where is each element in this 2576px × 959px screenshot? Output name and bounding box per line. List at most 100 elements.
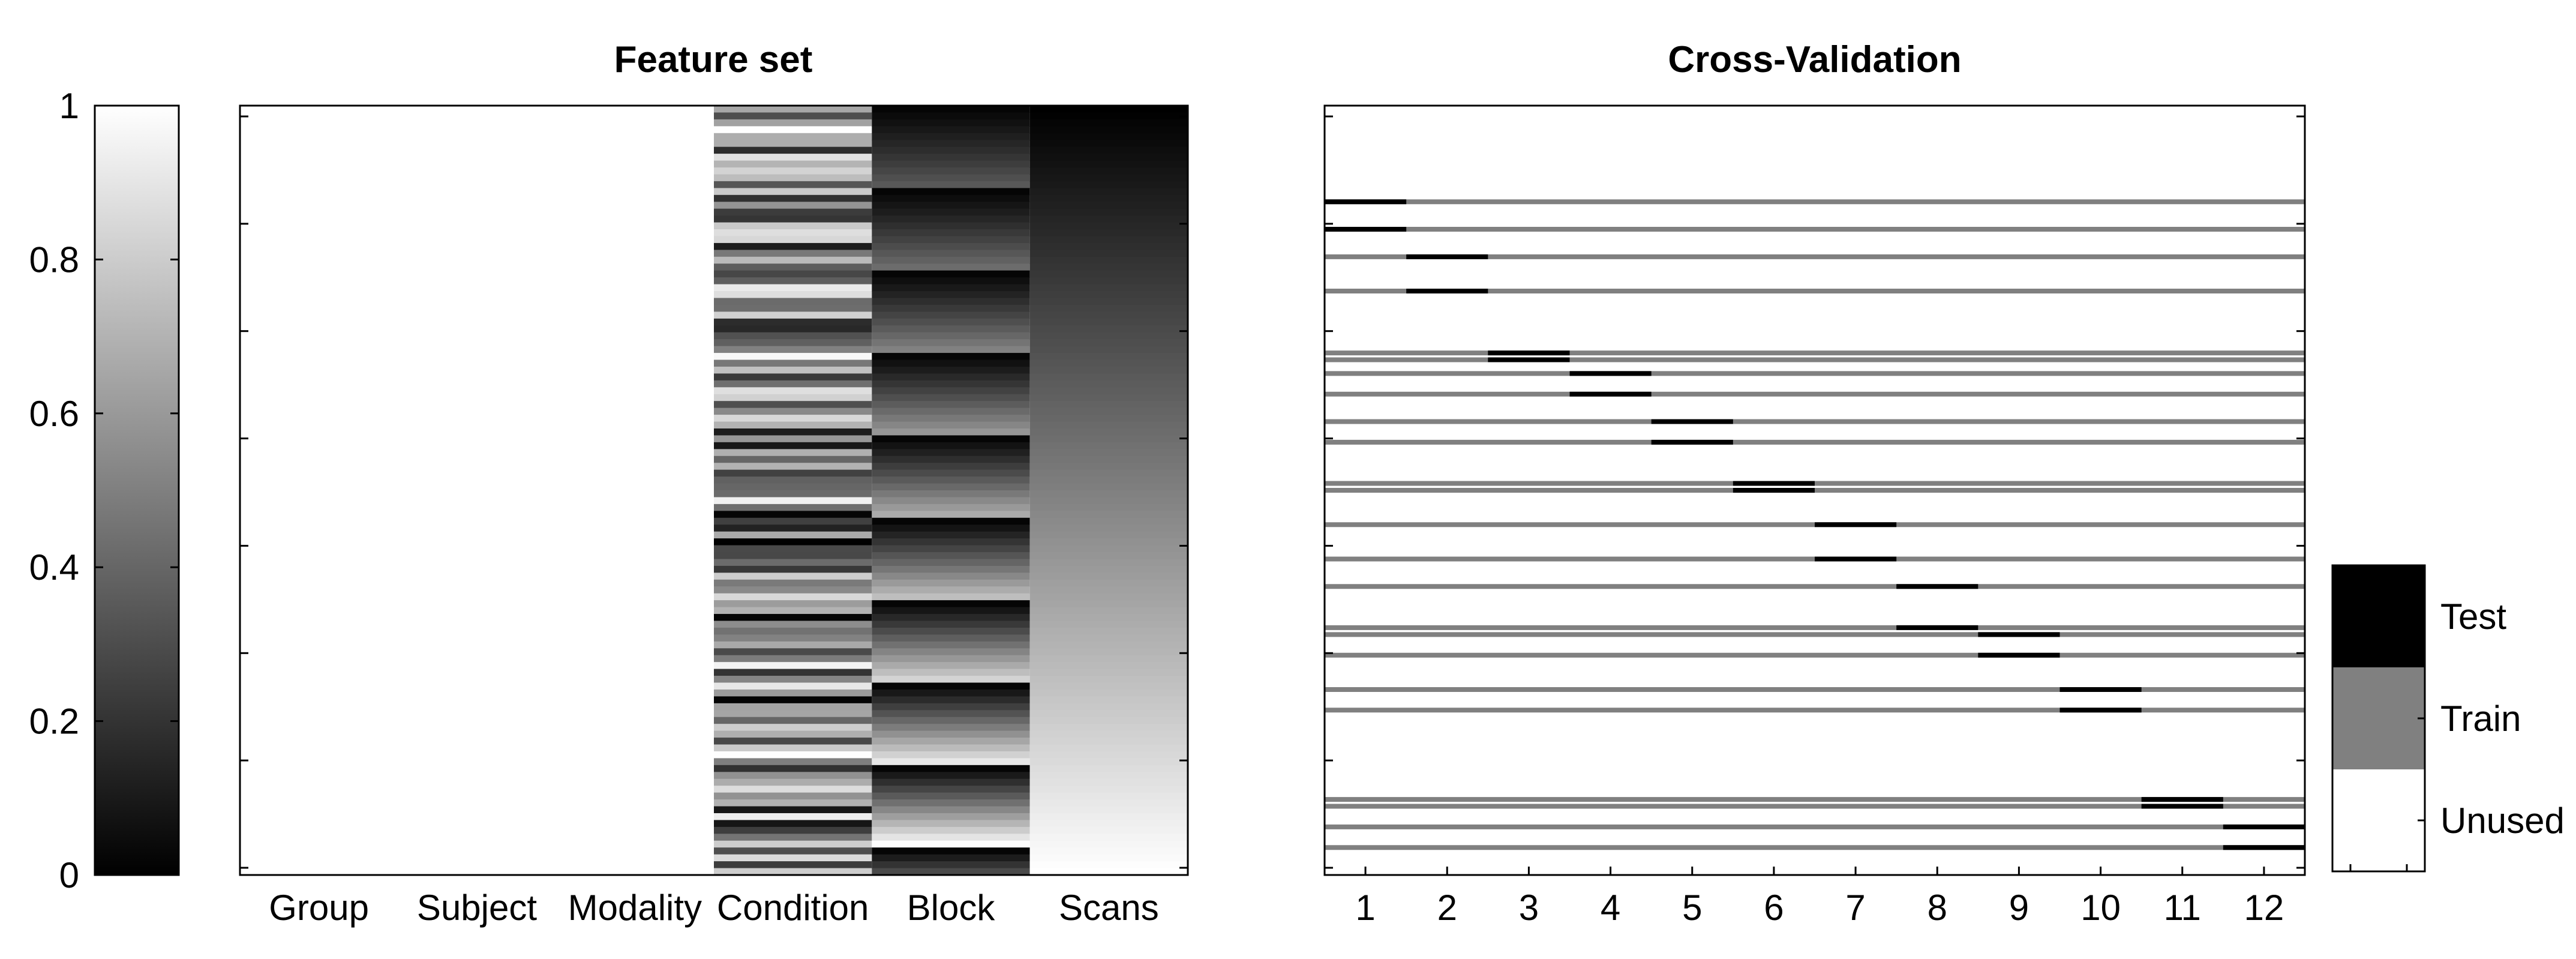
feature-set-cell-condition xyxy=(714,442,872,449)
feature-set-cell-scans xyxy=(1029,792,1188,800)
feature-set-cell-condition xyxy=(714,133,872,140)
feature-set-cell-block xyxy=(872,188,1030,196)
feature-set-cell-scans xyxy=(1029,545,1188,553)
feature-set-cell-scans xyxy=(1029,373,1188,381)
feature-set-cell-condition xyxy=(714,160,872,168)
feature-set-cell-condition xyxy=(714,415,872,422)
feature-set-cell-block xyxy=(872,469,1030,477)
feature-set-cell-scans xyxy=(1029,710,1188,718)
feature-set-cell-block xyxy=(872,133,1030,140)
feature-set-cell-block xyxy=(872,112,1030,120)
feature-set-cell-condition xyxy=(714,689,872,697)
feature-set-cell-condition xyxy=(714,593,872,601)
feature-set-cell-condition xyxy=(714,250,872,257)
feature-set-cell-condition xyxy=(714,208,872,216)
cross-validation-x-label: 6 xyxy=(1764,888,1784,928)
feature-set-cell-condition xyxy=(714,112,872,120)
feature-set-cell-scans xyxy=(1029,380,1188,388)
feature-set-cell-condition xyxy=(714,648,872,656)
feature-set-cell-scans xyxy=(1029,298,1188,305)
feature-set-cell-scans xyxy=(1029,641,1188,649)
feature-set-cell-scans xyxy=(1029,593,1188,601)
feature-set-cell-block xyxy=(872,318,1030,326)
legend: Test Train Unused xyxy=(2331,564,2565,873)
feature-set-cell-scans xyxy=(1029,119,1188,127)
feature-set-cell-scans xyxy=(1029,772,1188,780)
feature-set-cell-scans xyxy=(1029,861,1188,869)
feature-set-cell-block xyxy=(872,332,1030,340)
feature-set-cell-block xyxy=(872,806,1030,814)
legend-swatch-unused xyxy=(2332,769,2425,871)
feature-set-cell-scans xyxy=(1029,167,1188,175)
colorbar-ticks: 0 0.2 0.4 0.6 0.8 1 xyxy=(29,86,179,895)
colorbar-tick-label: 0.8 xyxy=(29,239,79,280)
feature-set-cell-condition xyxy=(714,627,872,635)
feature-set-cell-condition xyxy=(714,586,872,594)
feature-set-cell-scans xyxy=(1029,284,1188,292)
feature-set-cell-condition xyxy=(714,820,872,828)
feature-set-cell-condition xyxy=(714,490,872,498)
feature-set-cell-block xyxy=(872,573,1030,580)
feature-set-cell-block xyxy=(872,291,1030,299)
feature-set-cell-scans xyxy=(1029,586,1188,594)
feature-set-cell-condition xyxy=(714,332,872,340)
feature-set-cell-condition xyxy=(714,236,872,244)
feature-set-cell-block xyxy=(872,442,1030,449)
feature-set-cell-scans xyxy=(1029,765,1188,772)
feature-set-cell-scans xyxy=(1029,730,1188,738)
feature-set-cell-block xyxy=(872,689,1030,697)
feature-set-cell-scans xyxy=(1029,236,1188,244)
colorbar-gradient xyxy=(94,104,180,876)
cross-validation-x-label: 12 xyxy=(2244,888,2284,928)
feature-set-cell-scans xyxy=(1029,669,1188,676)
feature-set-cell-block xyxy=(872,202,1030,209)
feature-set-cell-scans xyxy=(1029,497,1188,505)
feature-set-cell-scans xyxy=(1029,346,1188,353)
feature-set-cell-condition xyxy=(714,517,872,525)
feature-set-cell-condition xyxy=(714,215,872,223)
feature-set-cell-condition xyxy=(714,847,872,855)
feature-set-cell-block xyxy=(872,600,1030,608)
feature-set-cell-condition xyxy=(714,346,872,353)
feature-set-cell-block xyxy=(872,421,1030,429)
feature-set-cell-condition xyxy=(714,154,872,161)
feature-set-cell-scans xyxy=(1029,517,1188,525)
feature-set-cell-block xyxy=(872,428,1030,436)
feature-set-cell-condition xyxy=(714,167,872,175)
feature-set-cell-scans xyxy=(1029,724,1188,732)
feature-set-cell-condition xyxy=(714,463,872,470)
feature-set-cell-scans xyxy=(1029,188,1188,196)
feature-set-cell-condition xyxy=(714,559,872,567)
feature-set-x-labels: Group Subject Modality Condition Block Scans xyxy=(269,888,1158,928)
feature-set-cell-block xyxy=(872,160,1030,168)
feature-set-cell-condition xyxy=(714,277,872,285)
feature-set-cell-condition xyxy=(714,724,872,732)
feature-set-cell-block xyxy=(872,146,1030,154)
feature-set-cell-condition xyxy=(714,621,872,628)
colorbar-tick-label: 1 xyxy=(59,86,79,126)
feature-set-cell-scans xyxy=(1029,490,1188,498)
feature-set-cell-block xyxy=(872,222,1030,230)
feature-set-cell-scans xyxy=(1029,304,1188,312)
feature-set-cell-scans xyxy=(1029,174,1188,182)
feature-set-cell-block xyxy=(872,744,1030,752)
feature-set-cell-block xyxy=(872,167,1030,175)
feature-set-cell-block xyxy=(872,861,1030,869)
feature-set-cell-block xyxy=(872,847,1030,855)
feature-set-cell-scans xyxy=(1029,154,1188,161)
feature-set-chart: Feature set Group Subject Modality Conditio… xyxy=(239,39,1189,928)
feature-set-cell-block xyxy=(872,662,1030,670)
feature-set-cell-block xyxy=(872,236,1030,244)
feature-set-cell-block xyxy=(872,284,1030,292)
feature-set-cell-condition xyxy=(714,861,872,869)
feature-set-x-label: Block xyxy=(907,888,996,928)
feature-set-cell-condition xyxy=(714,229,872,237)
feature-set-cell-condition xyxy=(714,394,872,401)
feature-set-cell-condition xyxy=(714,284,872,292)
feature-set-cell-block xyxy=(872,648,1030,656)
feature-set-cell-block xyxy=(872,126,1030,134)
feature-set-cell-block xyxy=(872,415,1030,422)
feature-set-cell-block xyxy=(872,455,1030,463)
feature-set-cell-condition xyxy=(714,483,872,491)
feature-set-cell-block xyxy=(872,435,1030,443)
